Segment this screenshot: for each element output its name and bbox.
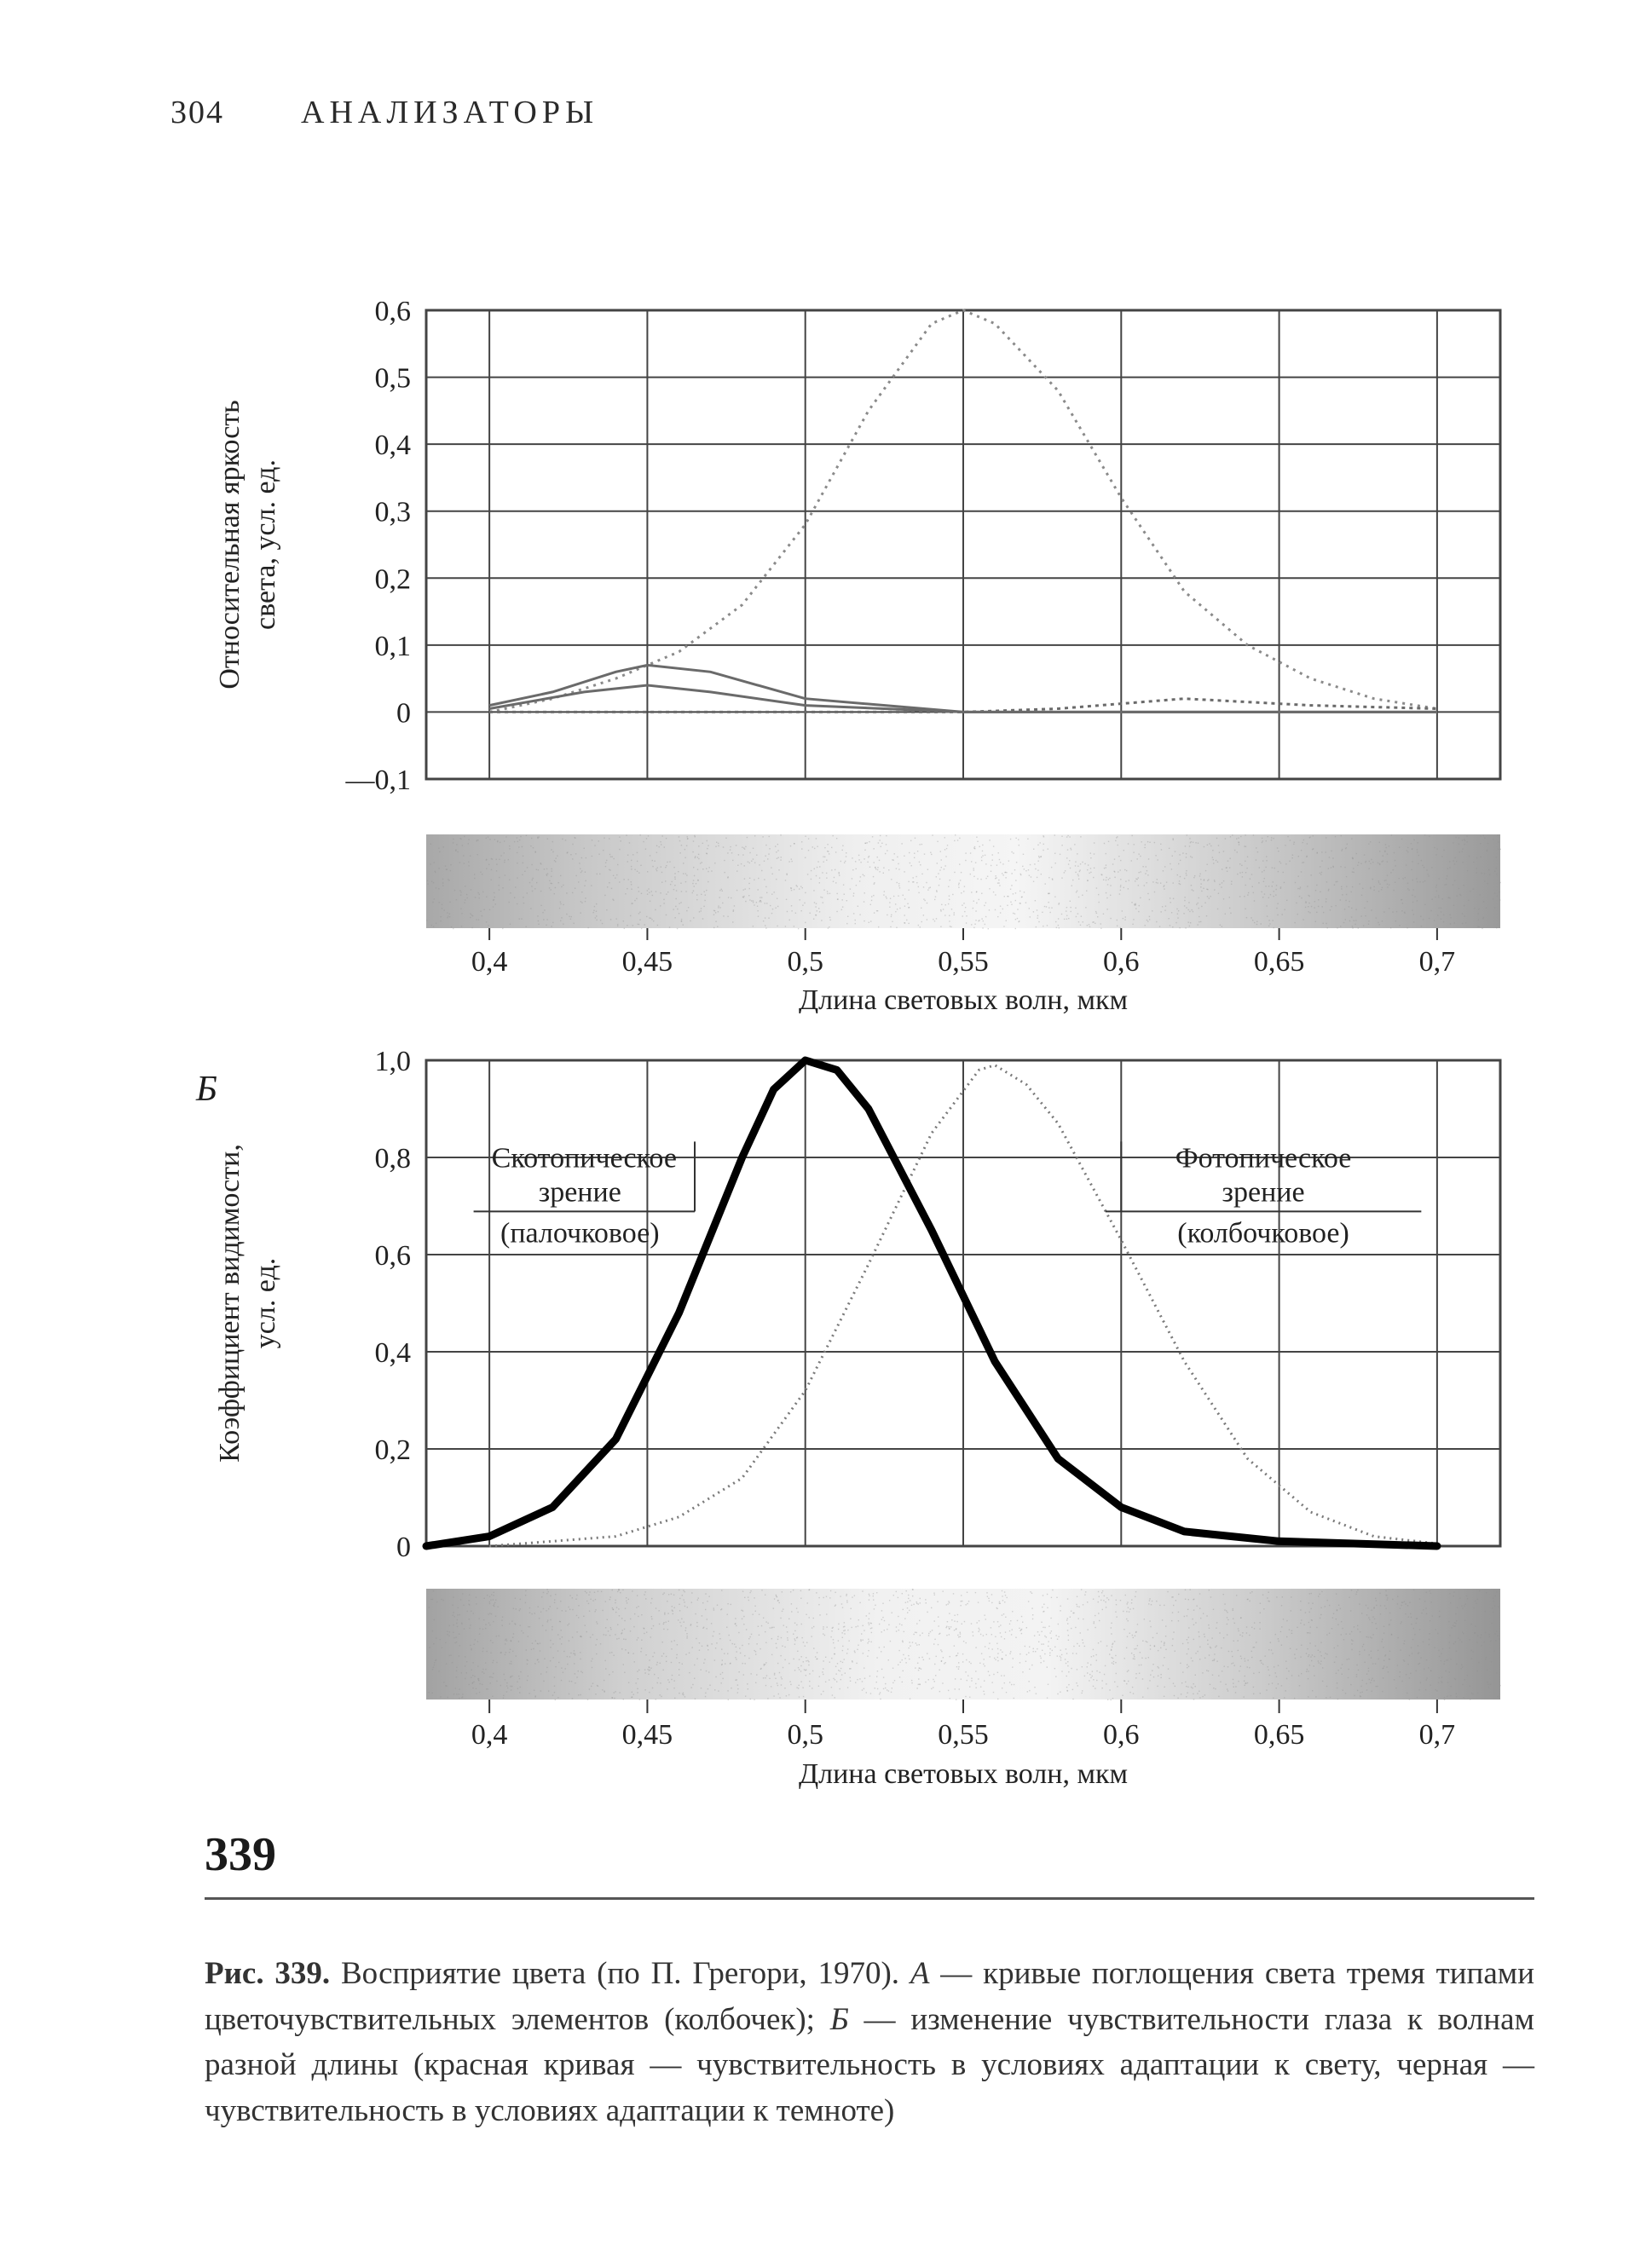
svg-text:0,4: 0,4: [471, 946, 508, 978]
chart-a: —0,1 0 0,1 0,2 0,3 0,4 0,5 0,6 Относительная ярк…: [205, 302, 1534, 813]
spectrum-band-a: 0,4 0,45 0,5 0,55 0,6 0,65 0,7 Длина световых в…: [205, 817, 1534, 1013]
figure-number: 339: [205, 1827, 1534, 1882]
svg-text:0,4: 0,4: [375, 430, 412, 461]
svg-text:(колбочковое): (колбочковое): [1177, 1217, 1349, 1249]
svg-text:Фотопическое: Фотопическое: [1175, 1142, 1352, 1174]
svg-text:0,3: 0,3: [375, 497, 412, 528]
svg-text:0,6: 0,6: [1103, 946, 1140, 978]
spectrum-band-b: 0,4 0,45 0,5 0,55 0,6 0,65 0,7 Длина световых в…: [205, 1576, 1534, 1798]
svg-text:0,4: 0,4: [375, 1337, 412, 1369]
svg-text:0,7: 0,7: [1419, 1719, 1456, 1751]
page-number: 304: [170, 94, 224, 131]
caption-b-symbol: Б: [830, 2002, 849, 2037]
svg-text:0,7: 0,7: [1419, 946, 1456, 978]
section-title: АНАЛИЗАТОРЫ: [301, 94, 598, 131]
svg-text:0: 0: [396, 697, 411, 729]
svg-text:света, усл. ед.: света, усл. ед.: [250, 459, 281, 630]
figure-region: Б —0,1 0 0,1 0,2 0,3 0,4 0,5 0,6 Относительная я…: [205, 302, 1534, 2134]
caption-a-symbol: А: [910, 1956, 930, 1991]
svg-text:0,5: 0,5: [787, 946, 823, 978]
svg-text:0,5: 0,5: [375, 363, 412, 395]
svg-text:Относительная яркость: Относительная яркость: [214, 400, 245, 689]
svg-text:0,45: 0,45: [622, 946, 673, 978]
svg-text:0,55: 0,55: [938, 946, 989, 978]
svg-text:0,5: 0,5: [787, 1719, 823, 1751]
figure-caption: Рис. 339. Восприятие цвета (по П. Грегор…: [205, 1951, 1534, 2134]
svg-text:0,4: 0,4: [471, 1719, 508, 1751]
svg-text:Длина световых волн, мкм: Длина световых волн, мкм: [799, 984, 1128, 1013]
panel-b-label: Б: [196, 1069, 217, 1110]
svg-text:усл. ед.: усл. ед.: [250, 1258, 281, 1349]
svg-text:Коэффициент видимости,: Коэффициент видимости,: [214, 1144, 245, 1463]
svg-text:0,45: 0,45: [622, 1719, 673, 1751]
svg-text:0,2: 0,2: [375, 1434, 412, 1466]
chart-b: 0 0,2 0,4 0,6 0,8 1,0 Коэффициент видимости,ус…: [205, 1043, 1534, 1572]
svg-text:—0,1: —0,1: [345, 765, 412, 796]
svg-text:0,6: 0,6: [375, 302, 412, 327]
svg-text:зрение: зрение: [1222, 1176, 1305, 1208]
svg-text:Скотопическое: Скотопическое: [492, 1142, 677, 1174]
svg-text:(палочковое): (палочковое): [500, 1217, 660, 1249]
svg-text:0,65: 0,65: [1254, 946, 1305, 978]
svg-text:Длина световых волн, мкм: Длина световых волн, мкм: [799, 1758, 1128, 1790]
svg-text:1,0: 1,0: [375, 1046, 412, 1077]
figure-rule: [205, 1897, 1534, 1900]
page: 304 АНАЛИЗАТОРЫ Б —0,100,10,20,30,40,50,…: [0, 0, 1652, 2268]
svg-text:зрение: зрение: [539, 1176, 621, 1208]
caption-body: Восприятие цвета (по П. Грегори, 1970).: [330, 1956, 910, 1991]
svg-text:0,1: 0,1: [375, 631, 412, 662]
svg-text:0,6: 0,6: [1103, 1719, 1140, 1751]
svg-text:0,8: 0,8: [375, 1143, 412, 1174]
svg-text:0: 0: [396, 1532, 411, 1563]
caption-lead: Рис. 339.: [205, 1956, 330, 1991]
svg-text:0,65: 0,65: [1254, 1719, 1305, 1751]
svg-text:0,6: 0,6: [375, 1240, 412, 1272]
running-header: 304 АНАЛИЗАТОРЫ: [170, 94, 1499, 131]
svg-text:0,55: 0,55: [938, 1719, 989, 1751]
svg-text:0,2: 0,2: [375, 563, 412, 595]
